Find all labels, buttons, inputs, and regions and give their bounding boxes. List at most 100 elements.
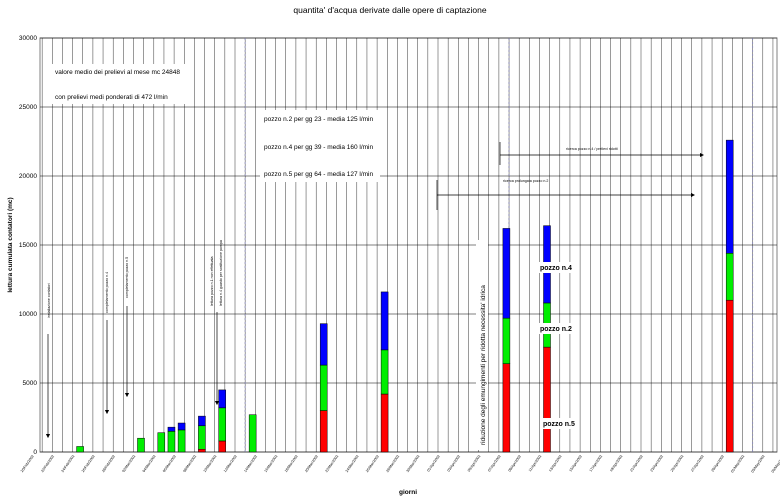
x-tick-label: 25/Apr/2002 — [670, 454, 685, 472]
series-label-box-4 — [537, 262, 573, 273]
series-label-pozzo-4: pozzo n.4 — [540, 265, 572, 272]
x-tick-label: 30/Mar/2002 — [406, 454, 421, 473]
series-label-box-5 — [540, 418, 576, 429]
annotation-pozzo2: pozzo n.2 per gg 23 - media 125 l/min — [264, 116, 374, 123]
x-tick-label: 01/Apr/2002 — [426, 454, 441, 472]
annotation-completamento-5: completamento pozzo n.5 — [125, 257, 129, 298]
annotation-box-average — [50, 64, 192, 104]
x-tick-label: 17/Apr/2002 — [589, 454, 604, 472]
x-tick-label: 20/Feb/2002 — [20, 454, 35, 473]
bar-segment-pozzo-n-5 — [319, 410, 328, 453]
bar-segment-pozzo-n-5 — [380, 393, 389, 453]
x-tick-label: 14/Mar/2002 — [243, 454, 258, 473]
annotation-box-pozzi — [260, 110, 380, 182]
x-tick-label: 27/Apr/2002 — [690, 454, 705, 472]
x-tick-label: 05/May/2002 — [771, 454, 780, 473]
x-tick-label: 19/Apr/2002 — [609, 454, 624, 472]
x-tick-label: 28/Feb/2002 — [101, 454, 116, 473]
x-tick-label: 29/Apr/2002 — [711, 454, 726, 472]
y-tick-label: 25000 — [19, 104, 37, 111]
bar-segment-pozzo-n-4 — [725, 139, 734, 254]
bar-segment-pozzo-n-4 — [177, 422, 186, 431]
y-tick-label: 20000 — [19, 173, 37, 180]
x-tick-label: 23/Apr/2002 — [650, 454, 665, 472]
bar-segment-pozzo-n-4 — [380, 291, 389, 351]
x-tick-label: 18/Mar/2002 — [284, 454, 299, 473]
annotation-box-riduzione — [476, 240, 488, 450]
annotation-h2: ricerca prolungata pozzo n.2 — [503, 179, 548, 183]
annotation-installazione: installazione contatori — [47, 283, 51, 318]
annotation-h1: ricerca pozzo n.4 / prelievi ridotti — [566, 147, 618, 151]
bar-segment-pozzo-n-4 — [218, 389, 226, 409]
bar-segment-pozzo-n-2 — [198, 425, 206, 450]
x-tick-label: 07/Apr/2002 — [487, 454, 502, 472]
x-tick-label: 06/Mar/2002 — [162, 454, 177, 473]
x-tick-label: 13/Apr/2002 — [548, 454, 563, 472]
x-tick-label: 03/May/2002 — [750, 454, 765, 473]
x-tick-label: 22/Feb/2002 — [40, 454, 55, 473]
bar-segment-pozzo-n-5 — [502, 363, 511, 453]
x-tick-label: 02/Mar/2002 — [121, 454, 136, 473]
series-label-pozzo-5: pozzo n.5 — [543, 421, 575, 428]
bar-segment-pozzo-n-2 — [218, 407, 226, 442]
bar-segment-pozzo-n-4 — [502, 228, 511, 319]
y-tick-label: 5000 — [23, 380, 38, 387]
x-tick-label: 20/Mar/2002 — [304, 454, 319, 473]
y-tick-label: 10000 — [19, 311, 37, 318]
bar-segment-pozzo-n-2 — [137, 437, 145, 453]
bar-segment-pozzo-n-2 — [248, 414, 257, 453]
bar-segment-pozzo-n-2 — [177, 429, 186, 453]
x-tick-label: 09/Apr/2002 — [508, 454, 523, 472]
x-tick-label: 08/Mar/2002 — [182, 454, 197, 473]
bar-segment-pozzo-n-5 — [218, 440, 226, 453]
bar-segment-pozzo-n-2 — [502, 317, 511, 364]
annotation-pozzo5: pozzo n.5 per gg 64 - media 127 l/min — [264, 171, 374, 178]
y-tick-labels: 0 5000 10000 15000 20000 25000 30000 — [19, 35, 37, 456]
bar-segment-pozzo-n-2 — [319, 364, 328, 411]
annotation-lettura-4: lettura n.4 guasto per sostituzione pomp… — [219, 240, 223, 306]
x-tick-label: 21/Apr/2002 — [629, 454, 644, 472]
bar-segment-pozzo-n-2 — [157, 432, 166, 453]
annotation-completamento-4: completamento pozzo n.4 — [105, 272, 109, 313]
x-tick-label: 04/Mar/2002 — [142, 454, 157, 473]
bar-segment-pozzo-n-2 — [167, 431, 176, 453]
bar-segment-pozzo-n-4 — [167, 426, 176, 432]
x-tick-label: 01/May/2002 — [730, 454, 745, 473]
y-tick-label: 0 — [33, 449, 37, 456]
annotation-lettura-1: lettura pozzo n.1 non effettuata — [210, 257, 214, 306]
bar-segment-pozzo-n-2 — [380, 349, 389, 395]
grid-layer — [40, 37, 777, 453]
bar-segment-pozzo-n-5 — [198, 448, 206, 453]
bar-segment-pozzo-n-4 — [319, 323, 328, 366]
x-tick-labels: 20/Feb/2002 22/Feb/2002 24/Feb/2002 26/Feb/… — [20, 454, 780, 473]
x-tick-label: 28/Mar/2002 — [385, 454, 400, 473]
x-tick-label: 03/Apr/2002 — [447, 454, 462, 472]
x-tick-label: 24/Mar/2002 — [345, 454, 360, 473]
x-tick-label: 12/Mar/2002 — [223, 454, 238, 473]
x-axis-title: giorni — [399, 489, 417, 496]
x-tick-label: 05/Apr/2002 — [467, 454, 482, 472]
x-tick-label: 11/Apr/2002 — [528, 454, 542, 472]
x-tick-label: 10/Mar/2002 — [203, 454, 218, 473]
x-tick-label: 15/Apr/2002 — [568, 454, 583, 472]
bar-segment-pozzo-n-5 — [725, 299, 734, 453]
annotation-average-1: valore medio dei prelievi al mese mc 248… — [55, 69, 180, 76]
bar-segment-pozzo-n-2 — [76, 446, 84, 453]
x-tick-label: 16/Mar/2002 — [264, 454, 279, 473]
annotation-average-2: con prelievi medi ponderati di 472 l/min — [55, 94, 168, 101]
y-axis-title: lettura cumulata contatori (mc) — [7, 197, 14, 292]
series-label-box-2 — [537, 323, 573, 334]
x-tick-label: 26/Mar/2002 — [365, 454, 380, 473]
series-label-pozzo-2: pozzo n.2 — [540, 326, 572, 333]
annotation-pozzo4: pozzo n.4 per gg 39 - media 160 l/min — [264, 144, 374, 151]
bar-segment-pozzo-n-2 — [725, 253, 734, 301]
x-tick-label: 26/Feb/2002 — [81, 454, 96, 473]
x-tick-label: 24/Feb/2002 — [61, 454, 76, 473]
y-tick-label: 30000 — [19, 35, 37, 42]
x-tick-label: 22/Mar/2002 — [324, 454, 339, 473]
annotation-riduzione: riduzione degli emungimenti per ridotta … — [480, 285, 487, 445]
chart-title: quantita' d'acqua derivate dalle opere d… — [293, 5, 486, 15]
y-tick-label: 15000 — [19, 242, 37, 249]
bar-segment-pozzo-n-5 — [543, 346, 551, 453]
